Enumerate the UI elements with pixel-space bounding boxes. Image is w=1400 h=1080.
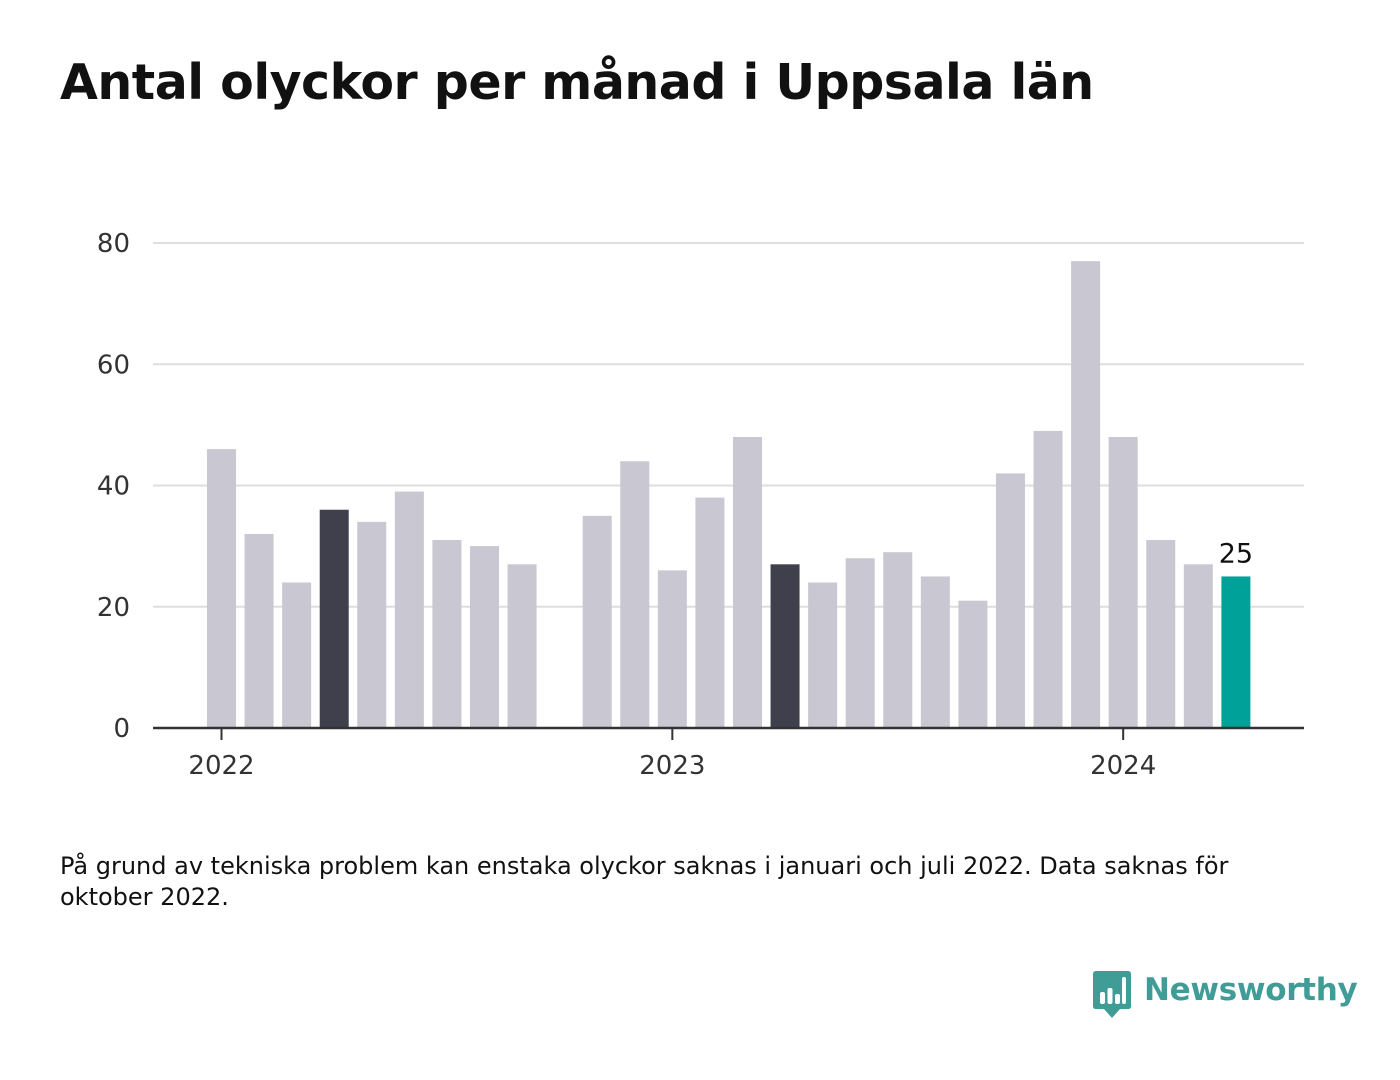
bar-2022-06	[394, 491, 424, 728]
brand-name: Newsworthy	[1144, 972, 1358, 1008]
x-tick-label: 2022	[188, 751, 254, 781]
bar-2022-12	[620, 461, 650, 728]
bar-2023-04	[770, 564, 800, 728]
bar-2023-03	[732, 437, 762, 728]
bar-2022-05	[357, 521, 387, 728]
bar-2022-08	[469, 546, 499, 728]
bar-2024-01	[1108, 437, 1138, 728]
data-label: 25	[1219, 538, 1253, 569]
x-tick-label: 2023	[639, 751, 705, 781]
bar-2023-08	[920, 576, 950, 728]
bar-2022-07	[432, 540, 462, 728]
bar-2023-01	[657, 570, 687, 728]
chart-title: Antal olyckor per månad i Uppsala län	[60, 54, 1094, 111]
bar-chart: 0 20 40 60 80 2022 2023 2024 25	[97, 229, 1304, 781]
bar-2022-11	[582, 515, 612, 728]
bar-2023-11	[1033, 430, 1063, 728]
bar-2024-02	[1146, 540, 1176, 728]
bar-2024-03	[1183, 564, 1213, 728]
bar-2022-09	[507, 564, 537, 728]
y-tick-label: 20	[97, 593, 130, 623]
bar-2023-06	[845, 558, 875, 728]
bar-2023-12	[1071, 261, 1101, 728]
y-tick-label: 80	[97, 229, 130, 259]
bar-2023-05	[808, 582, 838, 728]
bar-2023-09	[958, 600, 988, 728]
bars	[207, 261, 1251, 728]
bar-2022-02	[244, 534, 274, 728]
bar-2023-10	[995, 473, 1025, 728]
x-axis-ticks: 2022 2023 2024	[188, 728, 1156, 781]
y-tick-label: 40	[97, 472, 130, 502]
y-axis-ticks: 0 20 40 60 80	[97, 229, 130, 744]
bar-2022-03	[282, 582, 312, 728]
y-tick-label: 0	[113, 714, 130, 744]
bar-chart-speech-bubble-icon	[1090, 968, 1134, 1026]
bar-2022-01	[207, 449, 236, 728]
y-tick-label: 60	[97, 350, 130, 380]
bar-2024-04	[1221, 576, 1251, 728]
newsworthy-logo[interactable]: Newsworthy	[1090, 968, 1358, 1026]
data-labels: 25	[1219, 538, 1253, 569]
bar-2023-07	[883, 552, 913, 728]
bar-2023-02	[695, 497, 725, 728]
bar-2022-04	[319, 509, 349, 728]
x-tick-label: 2024	[1090, 751, 1156, 781]
chart-footnote: På grund av tekniska problem kan enstaka…	[60, 852, 1229, 911]
